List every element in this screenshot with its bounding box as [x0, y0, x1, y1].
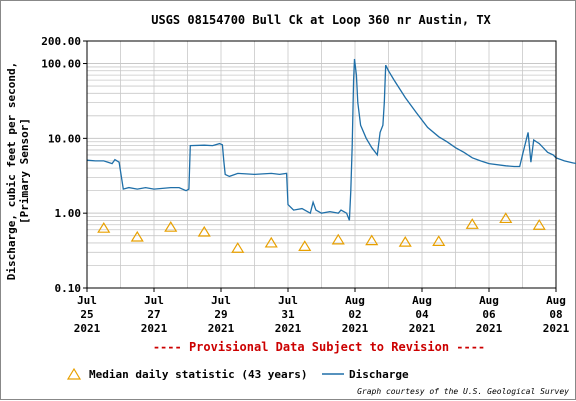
median-point — [164, 221, 178, 232]
y-axis: 0.10 1.00 10.00 100.00 200.00 — [41, 35, 87, 295]
x-tick-label: Jul — [278, 294, 298, 307]
median-point — [97, 222, 111, 233]
median-point — [231, 242, 245, 253]
median-point — [398, 235, 412, 247]
y-tick-label: 200.00 — [41, 35, 81, 48]
x-tick-label: 2021 — [74, 322, 101, 335]
x-tick-label: Jul — [77, 294, 97, 307]
x-tick-label: Jul — [144, 294, 164, 307]
discharge-line — [86, 58, 576, 221]
y-tick-label: 0.10 — [55, 282, 82, 295]
median-point — [130, 230, 144, 242]
plot-area-border — [86, 40, 557, 289]
x-tick-label: 29 — [214, 308, 227, 321]
legend-median-triangle-icon — [66, 367, 82, 380]
x-tick-label: Aug — [479, 294, 499, 307]
x-tick-label: 04 — [415, 308, 429, 321]
credit-text: Graph courtesy of the U.S. Geological Su… — [357, 387, 569, 396]
y-tick-label: 1.00 — [55, 207, 82, 220]
x-tick-label: Aug — [345, 294, 365, 307]
y-axis-label: Discharge, cubic feet per second, [Prima… — [5, 62, 31, 281]
y-tick-label: 100.00 — [41, 58, 81, 71]
median-point — [197, 225, 211, 237]
x-tick-label: 2021 — [208, 322, 235, 335]
median-point — [499, 212, 513, 224]
x-tick-label: Aug — [412, 294, 432, 307]
x-tick-label: 2021 — [141, 322, 168, 335]
x-tick-label: 2021 — [342, 322, 369, 335]
y-axis-label-line2: [Primary Sensor] — [18, 118, 31, 224]
x-tick-label: 08 — [549, 308, 562, 321]
median-point — [298, 240, 312, 251]
median-point — [331, 233, 345, 245]
legend-discharge-label: Discharge — [349, 368, 409, 381]
x-tick-label: 31 — [281, 308, 295, 321]
x-tick-label: 2021 — [543, 322, 570, 335]
x-tick-label: 02 — [348, 308, 361, 321]
x-axis: Jul252021Jul272021Jul292021Jul312021Aug0… — [74, 288, 570, 335]
median-point — [365, 234, 379, 246]
median-point — [432, 235, 446, 246]
x-tick-label: 25 — [80, 308, 93, 321]
chart-title: USGS 08154700 Bull Ck at Loop 360 nr Aus… — [151, 13, 491, 27]
x-tick-label: Jul — [211, 294, 231, 307]
provisional-note: ---- Provisional Data Subject to Revisio… — [153, 340, 485, 354]
x-tick-label: 2021 — [409, 322, 436, 335]
x-tick-label: 2021 — [476, 322, 503, 335]
legend: Median daily statistic (43 years) Discha… — [66, 367, 409, 381]
x-tick-label: Aug — [546, 294, 566, 307]
median-point — [532, 219, 546, 230]
x-tick-label: 2021 — [275, 322, 302, 335]
y-axis-label-line1: Discharge, cubic feet per second, — [5, 62, 18, 281]
legend-median-label: Median daily statistic (43 years) — [89, 368, 308, 381]
median-point — [264, 236, 278, 248]
y-tick-label: 10.00 — [48, 132, 81, 145]
x-tick-label: 06 — [482, 308, 496, 321]
series-layer — [86, 58, 576, 253]
x-tick-label: 27 — [147, 308, 160, 321]
median-point — [465, 218, 479, 229]
grid — [86, 40, 557, 289]
